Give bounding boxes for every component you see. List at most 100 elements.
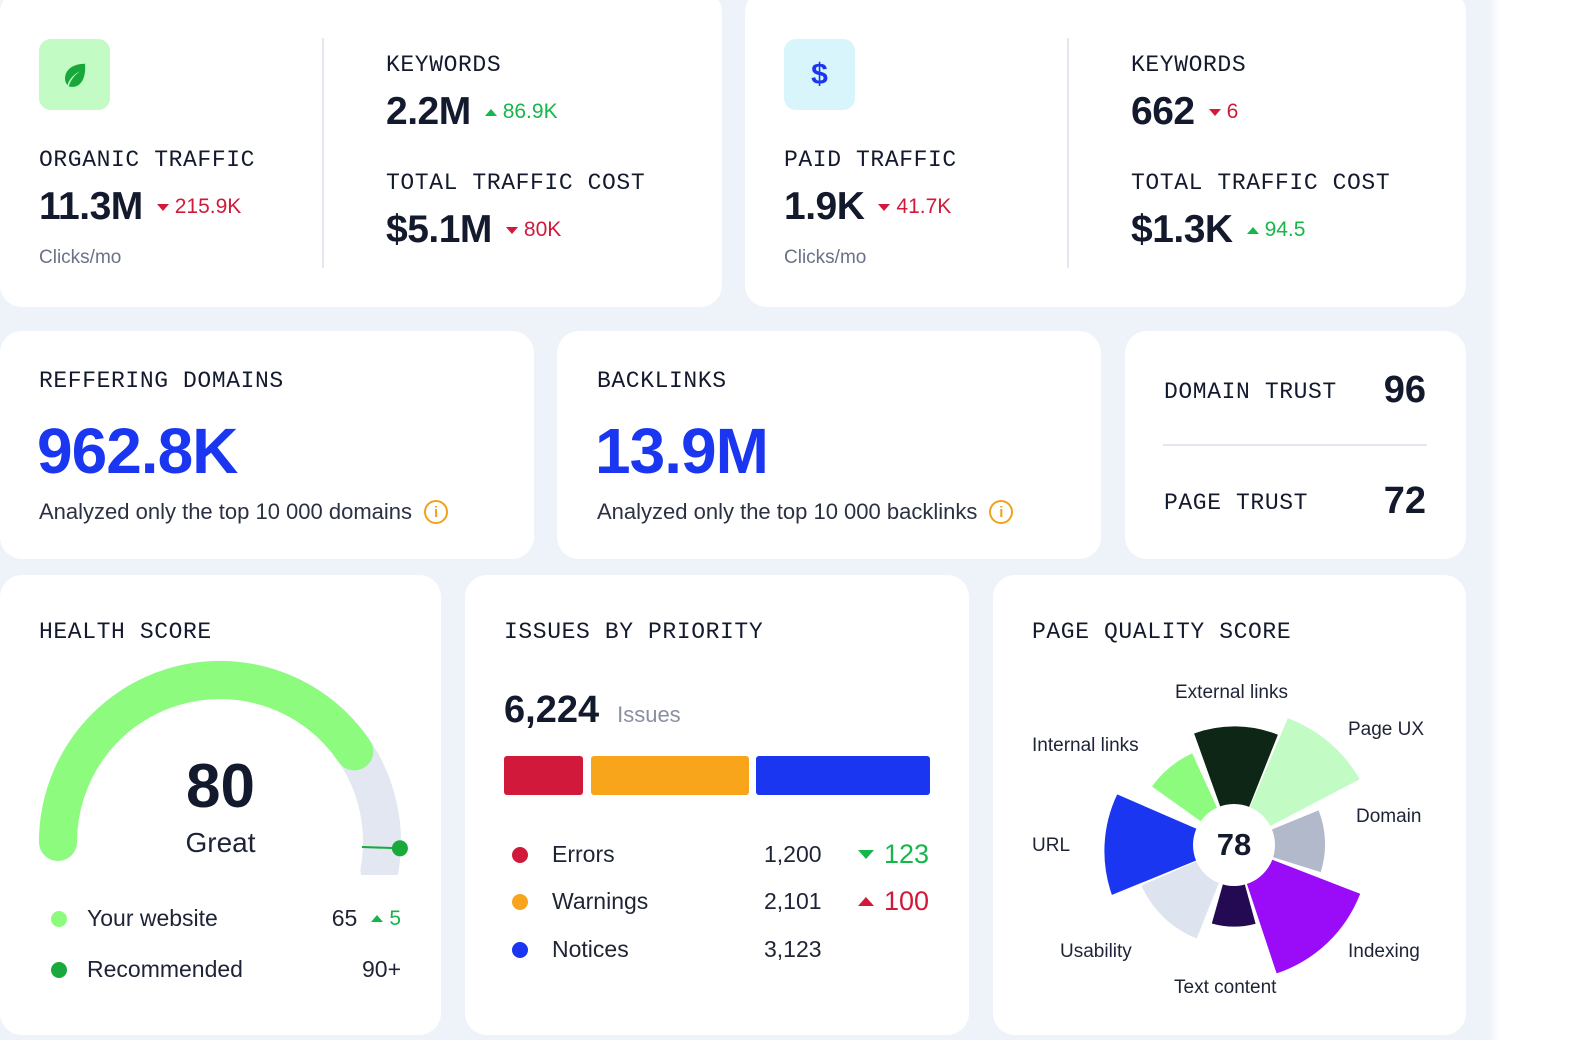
paid-cost-row: $1.3K 94.5	[1131, 208, 1305, 252]
up-arrow-icon	[858, 897, 874, 906]
your-website-delta: 5	[371, 907, 401, 931]
up-arrow-icon	[371, 915, 384, 922]
health-score-rating: Great	[185, 827, 256, 858]
referring-domains-value: 962.8K	[37, 415, 238, 487]
referring-domains-note-row: Analyzed only the top 10 000 domains i	[39, 499, 449, 525]
health-score-value: 80	[186, 752, 255, 821]
paid-cost-value: $1.3K	[1131, 208, 1233, 251]
label-internal-links: Internal links	[1032, 735, 1139, 756]
legend-your-website: Your website 65 5	[51, 905, 401, 932]
dollar-icon: $	[811, 57, 828, 91]
paid-traffic-delta: 41.7K	[878, 195, 951, 219]
paid-keywords-label: KEYWORDS	[1131, 52, 1247, 78]
page-trust-value: 72	[1383, 480, 1426, 522]
recommended-value: 90+	[361, 956, 401, 982]
trust-card: DOMAIN TRUST 96 PAGE TRUST 72	[1125, 331, 1466, 559]
organic-traffic-unit: Clicks/mo	[39, 247, 122, 268]
paid-traffic-unit: Clicks/mo	[784, 247, 867, 268]
label-url: URL	[1032, 835, 1071, 856]
page-quality-label: PAGE QUALITY SCORE	[1032, 619, 1292, 645]
info-icon[interactable]: i	[989, 500, 1014, 524]
paid-traffic-card: $ PAID TRAFFIC 1.9K 41.7K Clicks/mo KEYW…	[745, 0, 1466, 307]
backlinks-value: 13.9M	[595, 415, 769, 487]
paid-traffic-label: PAID TRAFFIC	[784, 147, 957, 173]
organic-traffic-delta-text: 215.9K	[174, 195, 242, 218]
issues-bar-warnings	[591, 756, 749, 795]
paid-cost-delta-text: 94.5	[1264, 218, 1306, 241]
organic-traffic-card: ORGANIC TRAFFIC 11.3M 215.9K Clicks/mo K…	[0, 0, 722, 307]
up-arrow-icon	[1246, 226, 1259, 234]
organic-keywords-value: 2.2M	[386, 90, 471, 133]
warnings-label: Warnings	[552, 888, 649, 914]
organic-keywords-row: 2.2M 86.9K	[386, 90, 558, 134]
issues-bar-notices	[756, 756, 930, 795]
page-trust-label: PAGE TRUST	[1164, 490, 1309, 516]
legend-dot-icon	[51, 961, 67, 978]
warnings-delta-text: 100	[884, 886, 930, 916]
paid-traffic-value-row: 1.9K 41.7K	[784, 185, 951, 229]
label-domain: Domain	[1356, 806, 1422, 827]
organic-cost-delta: 80K	[505, 218, 561, 242]
organic-keywords-delta-text: 86.9K	[502, 100, 558, 123]
organic-keywords-label: KEYWORDS	[386, 52, 502, 78]
issues-label: ISSUES BY PRIORITY	[504, 619, 764, 645]
label-external-links: External links	[1175, 682, 1288, 703]
info-icon[interactable]: i	[424, 500, 449, 524]
your-website-label: Your website	[87, 905, 218, 931]
organic-cost-value: $5.1M	[386, 208, 492, 251]
paid-keywords-delta: 6	[1208, 100, 1239, 124]
legend-dot-icon	[51, 910, 67, 927]
referring-domains-card: REFFERING DOMAINS 962.8K Analyzed only t…	[0, 331, 534, 559]
backlinks-note-row: Analyzed only the top 10 000 backlinks i	[597, 499, 1014, 525]
errors-label: Errors	[552, 841, 615, 867]
notices-label: Notices	[552, 936, 629, 962]
errors-delta: 123	[858, 839, 929, 870]
down-arrow-icon	[156, 203, 169, 211]
gauge-marker-dot[interactable]	[391, 840, 408, 857]
paid-keywords-value: 662	[1131, 90, 1195, 133]
issues-row-errors: Errors 1,200 123	[512, 839, 932, 870]
paid-cost-label: TOTAL TRAFFIC COST	[1131, 170, 1391, 196]
label-text-content: Text content	[1174, 977, 1277, 998]
divider	[1163, 444, 1427, 446]
down-arrow-icon	[878, 203, 891, 211]
label-page-ux: Page UX	[1348, 719, 1425, 740]
issues-total: 6,224	[504, 689, 600, 731]
referring-domains-label: REFFERING DOMAINS	[39, 368, 284, 394]
health-score-label: HEALTH SCORE	[39, 619, 212, 645]
errors-value: 1,200	[764, 841, 822, 867]
warnings-dot-icon	[512, 893, 528, 910]
paid-keywords-delta-text: 6	[1226, 100, 1239, 123]
leaf-icon	[64, 63, 85, 87]
domain-trust-value: 96	[1383, 369, 1426, 411]
down-arrow-icon	[505, 226, 518, 234]
health-score-card: HEALTH SCORE 80 Great Your website 65 5 …	[0, 575, 441, 1035]
your-website-delta-text: 5	[389, 906, 401, 930]
referring-domains-note: Analyzed only the top 10 000 domains	[39, 499, 413, 524]
paid-traffic-delta-text: 41.7K	[896, 195, 952, 218]
backlinks-note: Analyzed only the top 10 000 backlinks	[597, 499, 978, 524]
issues-row-notices: Notices 3,123	[512, 936, 932, 963]
petal-domain	[1234, 810, 1326, 873]
warnings-value: 2,101	[764, 888, 822, 914]
issues-row-warnings: Warnings 2,101 100	[512, 886, 932, 916]
organic-traffic-value: 11.3M	[39, 185, 143, 228]
notices-dot-icon	[512, 941, 528, 958]
issues-total-label: Issues	[617, 702, 681, 727]
errors-delta-text: 123	[884, 839, 930, 869]
page-quality-card: PAGE QUALITY SCORE 78 External links Pag…	[993, 575, 1466, 1035]
label-indexing: Indexing	[1348, 941, 1420, 962]
divider	[1067, 38, 1069, 268]
petal-url	[1104, 794, 1234, 895]
issues-card: ISSUES BY PRIORITY 6,224 Issues Errors 1…	[465, 575, 969, 1035]
organic-keywords-delta: 86.9K	[484, 100, 558, 124]
petal-page-ux	[1234, 718, 1360, 845]
notices-value: 3,123	[764, 936, 822, 962]
backlinks-label: BACKLINKS	[597, 368, 727, 394]
page-quality-score: 78	[1216, 827, 1252, 862]
legend-recommended: Recommended 90+	[51, 956, 401, 983]
backlinks-card: BACKLINKS 13.9M Analyzed only the top 10…	[557, 331, 1101, 559]
organic-cost-row: $5.1M 80K	[386, 208, 561, 252]
dollar-icon-box: $	[784, 39, 855, 110]
leaf-icon-box	[39, 39, 110, 110]
